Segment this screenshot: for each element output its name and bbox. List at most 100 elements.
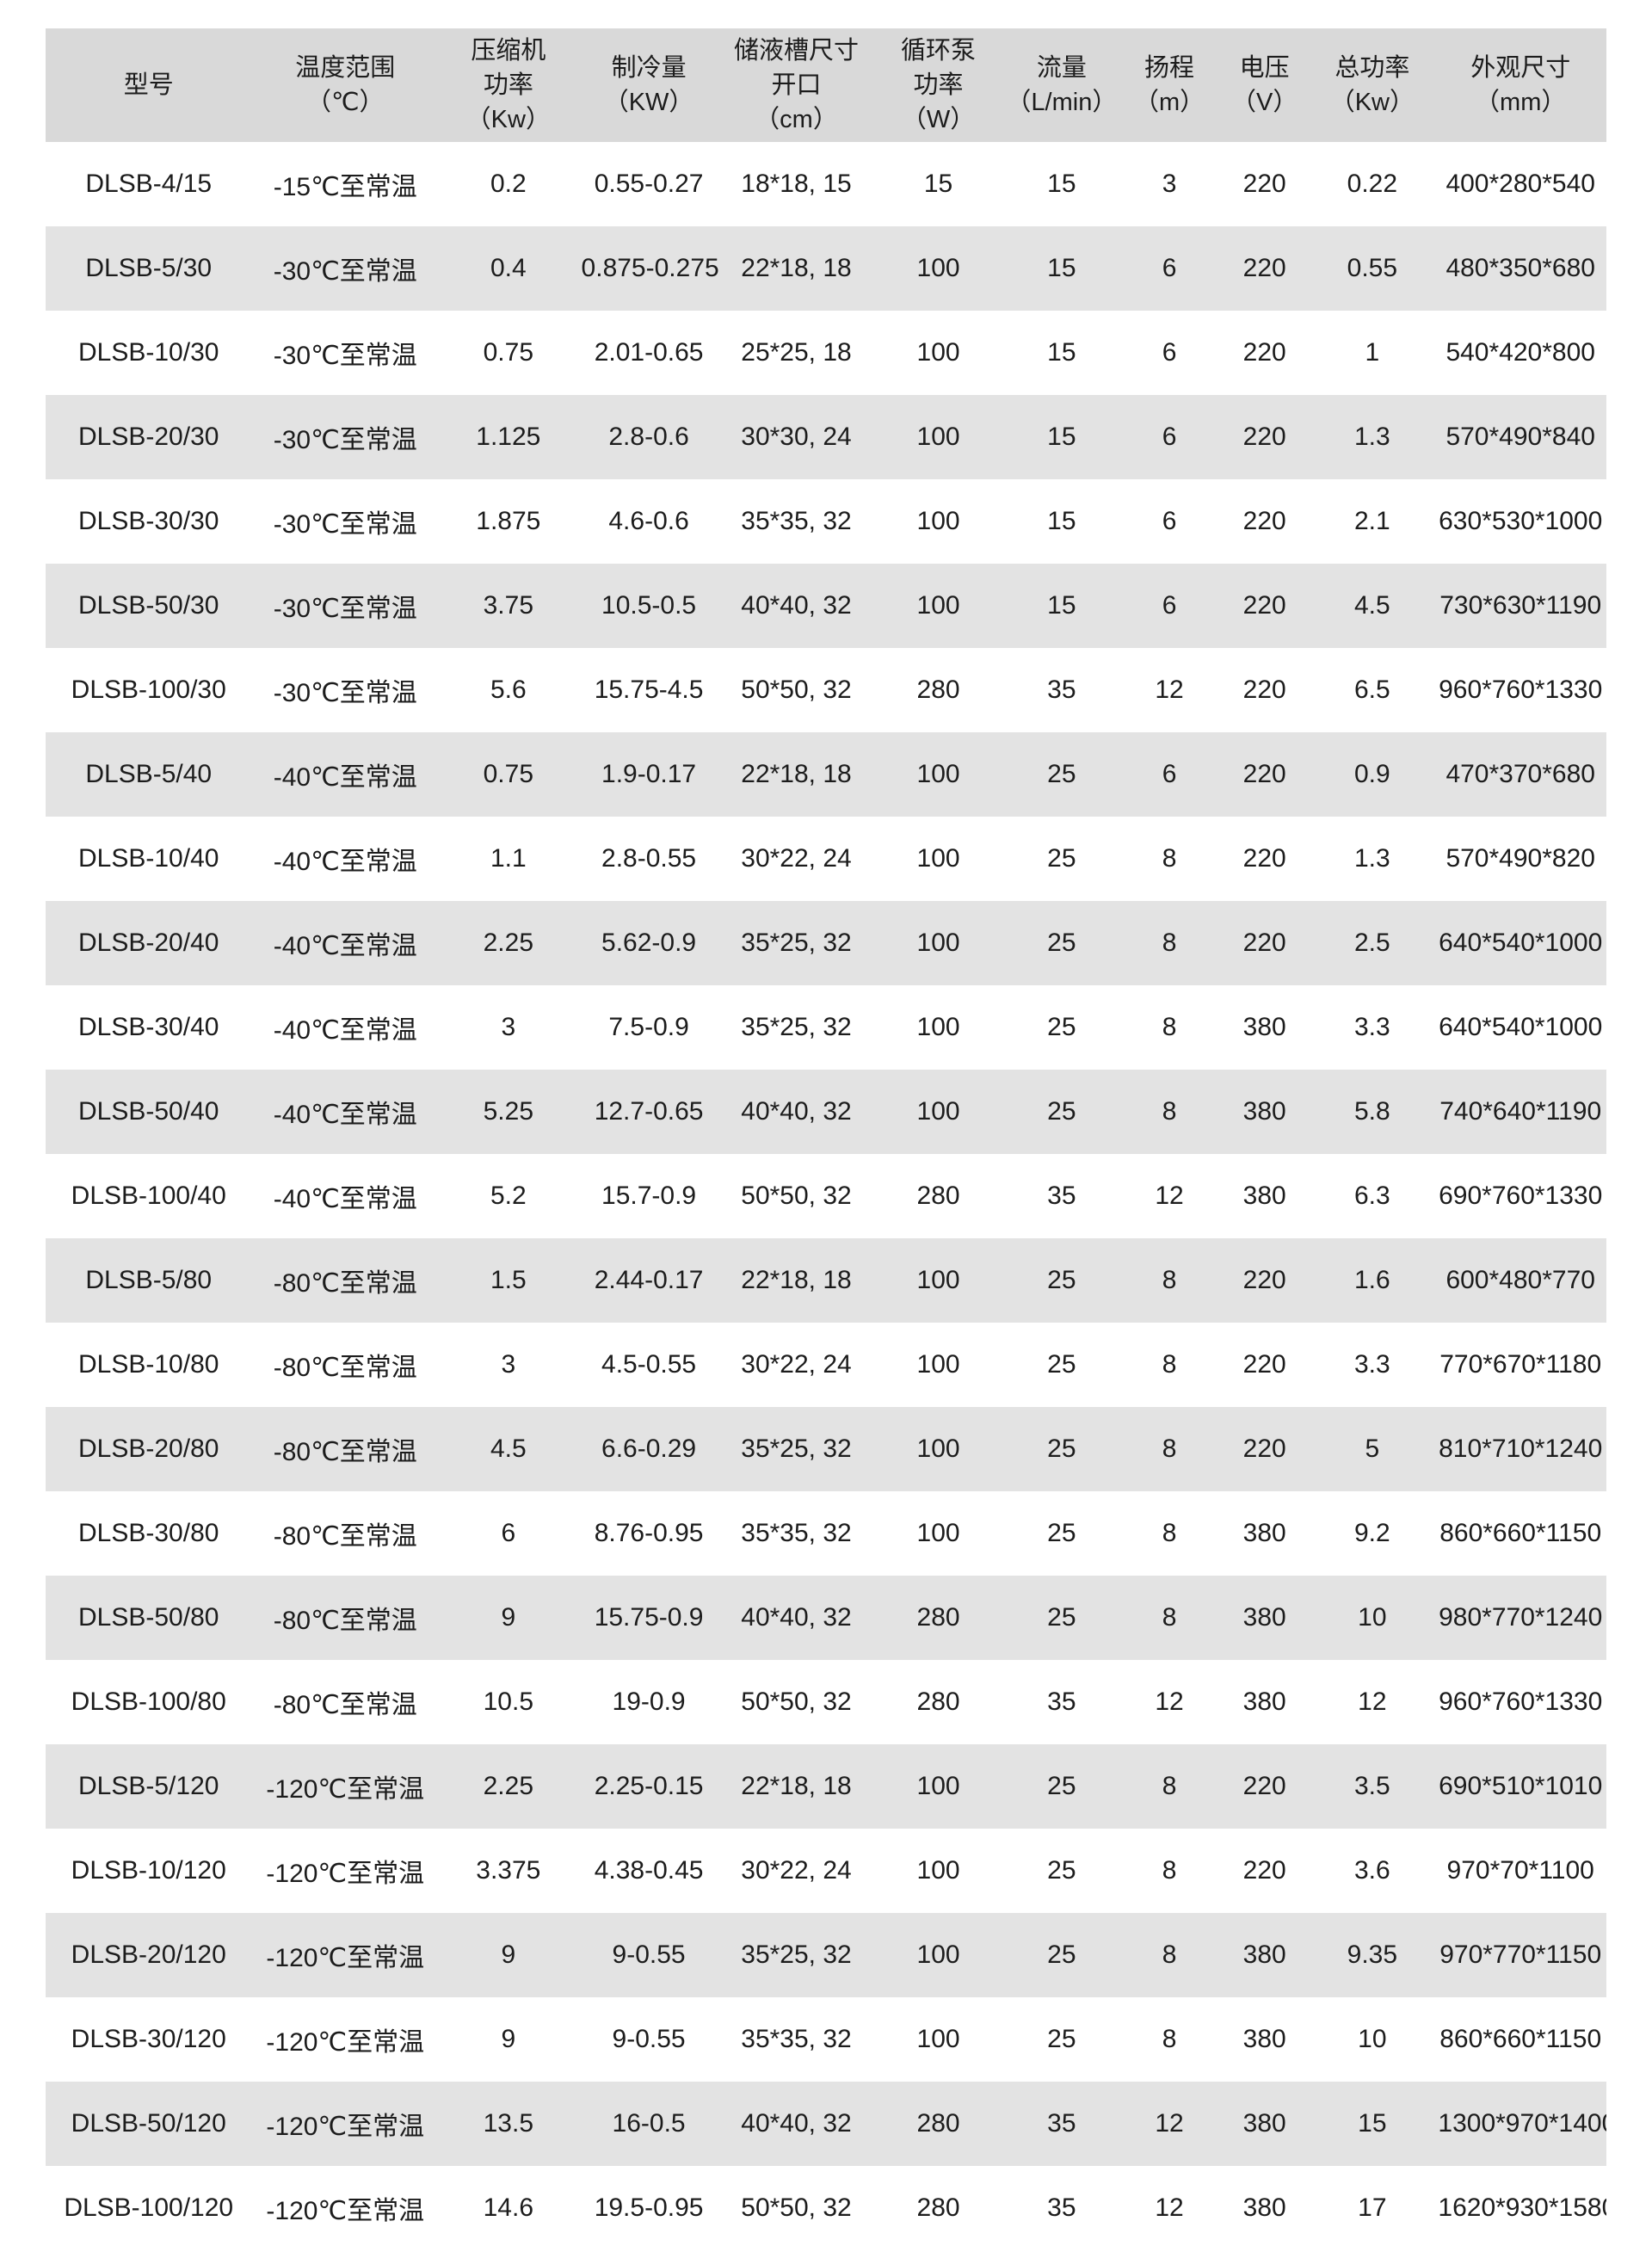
- cell-compressor-power: 3: [501, 1013, 516, 1042]
- cell-flow-rate: 25: [1003, 1744, 1119, 1829]
- cell-compressor-power: 0.75: [439, 732, 578, 818]
- cell-model: DLSB-5/120: [46, 1744, 252, 1829]
- cell-cooling-capacity: 5.62-0.9: [577, 901, 720, 986]
- table-row: DLSB-10/40 -40℃至常温 1.1 2.8-0.55 30*22, 24 100…: [46, 817, 1606, 901]
- cell-pump-power: 280: [872, 1576, 1004, 1661]
- cell-flow-rate: 15: [1047, 507, 1076, 536]
- cell-total-power: 0.22: [1347, 170, 1398, 199]
- cell-cooling-capacity: 15.75-4.5: [594, 676, 704, 705]
- cell-total-power: 0.9: [1310, 732, 1435, 818]
- table-body: DLSB-4/15 -15℃至常温 0.2 0.55-0.27 18*18, 15 15 1…: [46, 142, 1606, 2250]
- cell-compressor-power: 0.2: [490, 170, 527, 199]
- cell-pump-power: 100: [916, 338, 960, 367]
- cell-cooling-capacity: 12.7-0.65: [577, 1070, 720, 1155]
- cell-cooling-capacity: 0.55-0.27: [594, 170, 704, 199]
- column-header-temp-range: 温度范围 （℃）: [251, 28, 440, 143]
- cell-dimensions: 540*420*800: [1446, 338, 1595, 367]
- cell-flow-rate: 35: [1047, 1687, 1076, 1717]
- cell-pump-power: 100: [872, 1913, 1004, 1998]
- cell-pump-power: 100: [872, 1238, 1004, 1323]
- cell-lift: 8: [1119, 1070, 1220, 1155]
- table-row: DLSB-100/30 -30℃至常温 5.6 15.75-4.5 50*50, 32 2…: [46, 648, 1606, 732]
- cell-lift: 12: [1155, 1687, 1184, 1717]
- cell-lift: 6: [1162, 338, 1177, 367]
- cell-lift: 8: [1162, 2025, 1177, 2054]
- cell-dimensions: 860*660*1150: [1439, 1519, 1602, 1548]
- cell-cooling-capacity: 2.25-0.15: [577, 1744, 720, 1829]
- cell-dimensions: 1620*930*1580: [1438, 2193, 1606, 2223]
- cell-model: DLSB-50/40: [46, 1070, 252, 1155]
- cell-dimensions: 470*370*680: [1434, 732, 1606, 818]
- cell-compressor-power: 9: [439, 1913, 578, 1998]
- cell-model: DLSB-5/40: [46, 732, 252, 818]
- cell-tank-size: 35*25, 32: [741, 1013, 852, 1042]
- cell-pump-power: 100: [916, 1350, 960, 1379]
- cell-flow-rate: 25: [1047, 844, 1076, 873]
- cell-voltage: 220: [1219, 226, 1310, 312]
- cell-tank-size: 30*22, 24: [741, 1856, 852, 1885]
- cell-total-power: 3.3: [1353, 1013, 1390, 1042]
- cell-compressor-power: 1.125: [439, 395, 578, 480]
- column-header-tank-size: 储液槽尺寸 开口 （cm）: [719, 28, 873, 143]
- cell-dimensions: 600*480*770: [1434, 1238, 1606, 1323]
- cell-cooling-capacity: 7.5-0.9: [608, 1013, 689, 1042]
- cell-lift: 12: [1155, 2193, 1184, 2223]
- cell-total-power: 3.5: [1310, 1744, 1435, 1829]
- cell-tank-size: 35*35, 32: [741, 2025, 852, 2054]
- table-row: DLSB-50/30 -30℃至常温 3.75 10.5-0.5 40*40, 32 10…: [46, 564, 1606, 649]
- cell-voltage: 380: [1242, 2193, 1286, 2223]
- cell-lift: 3: [1162, 170, 1177, 199]
- cell-model: DLSB-50/80: [46, 1576, 252, 1661]
- cell-model: DLSB-100/120: [64, 2193, 234, 2223]
- cell-flow-rate: 25: [1047, 2025, 1076, 2054]
- cell-pump-power: 280: [916, 1687, 960, 1717]
- cell-cooling-capacity: 10.5-0.5: [577, 564, 720, 649]
- cell-compressor-power: 0.4: [439, 226, 578, 312]
- column-header-compressor-power: 压缩机 功率 （Kw）: [439, 28, 578, 143]
- cell-temp-range: -15℃至常温: [273, 173, 417, 202]
- cell-pump-power: 100: [916, 507, 960, 536]
- cell-voltage: 220: [1242, 844, 1286, 873]
- cell-model: DLSB-50/120: [46, 2082, 252, 2167]
- cell-tank-size: 30*22, 24: [741, 844, 852, 873]
- cell-total-power: 3.6: [1353, 1856, 1390, 1885]
- cell-voltage: 380: [1219, 1070, 1310, 1155]
- cell-total-power: 6.5: [1353, 676, 1390, 705]
- table-row: DLSB-20/120 -120℃至常温 9 9-0.55 35*25, 32 100 25…: [46, 1913, 1606, 1998]
- cell-cooling-capacity: 4.6-0.6: [608, 507, 689, 536]
- cell-voltage: 220: [1219, 732, 1310, 818]
- cell-temp-range: -120℃至常温: [266, 2197, 425, 2226]
- table-row: DLSB-30/120 -120℃至常温 9 9-0.55 35*35, 32 100 25…: [46, 1997, 1606, 2082]
- cell-model: DLSB-30/80: [78, 1519, 219, 1548]
- column-header-lift: 扬程 （m）: [1119, 28, 1220, 143]
- cell-lift: 8: [1162, 1519, 1177, 1548]
- cell-dimensions: 960*760*1330: [1439, 1687, 1603, 1717]
- cell-model: DLSB-4/15: [85, 170, 213, 199]
- cell-pump-power: 100: [872, 395, 1004, 480]
- table-row: DLSB-10/80 -80℃至常温 3 4.5-0.55 30*22, 24 100 25…: [46, 1323, 1606, 1407]
- cell-compressor-power: 3.75: [439, 564, 578, 649]
- cell-total-power: 1.3: [1310, 395, 1435, 480]
- cell-voltage: 220: [1219, 1238, 1310, 1323]
- cell-dimensions: 690*510*1010: [1434, 1744, 1606, 1829]
- cell-compressor-power: 14.6: [483, 2193, 534, 2223]
- column-header-voltage: 电压 （V）: [1219, 28, 1310, 143]
- cell-model: DLSB-30/30: [78, 507, 219, 536]
- cell-temp-range: -120℃至常温: [251, 2082, 440, 2167]
- cell-flow-rate: 35: [1003, 2082, 1119, 2167]
- cell-total-power: 9.2: [1353, 1519, 1390, 1548]
- cell-compressor-power: 13.5: [439, 2082, 578, 2167]
- cell-pump-power: 100: [872, 1070, 1004, 1155]
- cell-flow-rate: 15: [1047, 170, 1076, 199]
- cell-flow-rate: 25: [1047, 1856, 1076, 1885]
- table-row: DLSB-30/40 -40℃至常温 3 7.5-0.9 35*25, 32 100 25 8…: [46, 985, 1606, 1070]
- cell-temp-range: -80℃至常温: [273, 1354, 417, 1383]
- cell-lift: 8: [1162, 1350, 1177, 1379]
- cell-lift: 8: [1119, 1238, 1220, 1323]
- cell-cooling-capacity: 2.01-0.65: [594, 338, 704, 367]
- cell-compressor-power: 1.875: [476, 507, 541, 536]
- cell-compressor-power: 3.375: [476, 1856, 541, 1885]
- cell-total-power: 2.5: [1310, 901, 1435, 986]
- cell-voltage: 220: [1242, 676, 1286, 705]
